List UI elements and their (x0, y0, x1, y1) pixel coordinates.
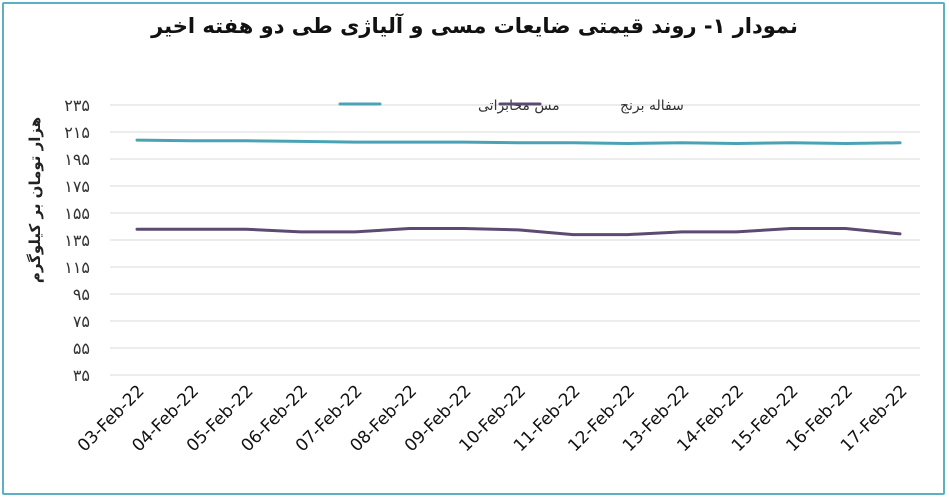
series-line (135, 138, 902, 145)
y-axis-label: هزار تومان بر کیلوگرم (26, 117, 44, 283)
y-tick-label: ۷۵ (73, 312, 90, 331)
y-tick-label: ۱۹۵ (64, 150, 90, 169)
y-tick-label: ۱۳۵ (64, 231, 90, 250)
y-tick-label: ۱۵۵ (64, 204, 90, 223)
y-tick-labels: ۳۵ ۵۵ ۷۵ ۹۵ ۱۱۵ ۱۳۵ ۱۵۵ ۱۷۵ ۱۹۵ ۲۱۵ ۲۳۵ (64, 96, 90, 385)
y-tick-label: ۲۱۵ (64, 123, 90, 142)
series-lines (135, 138, 902, 237)
y-tick-label: ۳۵ (73, 366, 90, 385)
y-tick-label: ۱۷۵ (64, 177, 90, 196)
legend-label: سفاله برنج (620, 98, 684, 114)
y-tick-label: ۲۳۵ (64, 96, 90, 115)
y-tick-label: ۹۵ (73, 285, 90, 304)
gridlines (110, 104, 920, 376)
chart-title: نمودار ۱- روند قیمتی ضایعات مسی و آلیاژی… (151, 14, 798, 38)
legend: مس مخابراتی سفاله برنج (338, 98, 684, 114)
y-tick-label: ۵۵ (73, 339, 90, 358)
series-line (135, 227, 902, 237)
x-tick-labels: 03-Feb-2204-Feb-2205-Feb-2206-Feb-2207-F… (74, 381, 912, 456)
y-tick-label: ۱۱۵ (64, 258, 90, 277)
legend-label: مس مخابراتی (478, 98, 560, 114)
